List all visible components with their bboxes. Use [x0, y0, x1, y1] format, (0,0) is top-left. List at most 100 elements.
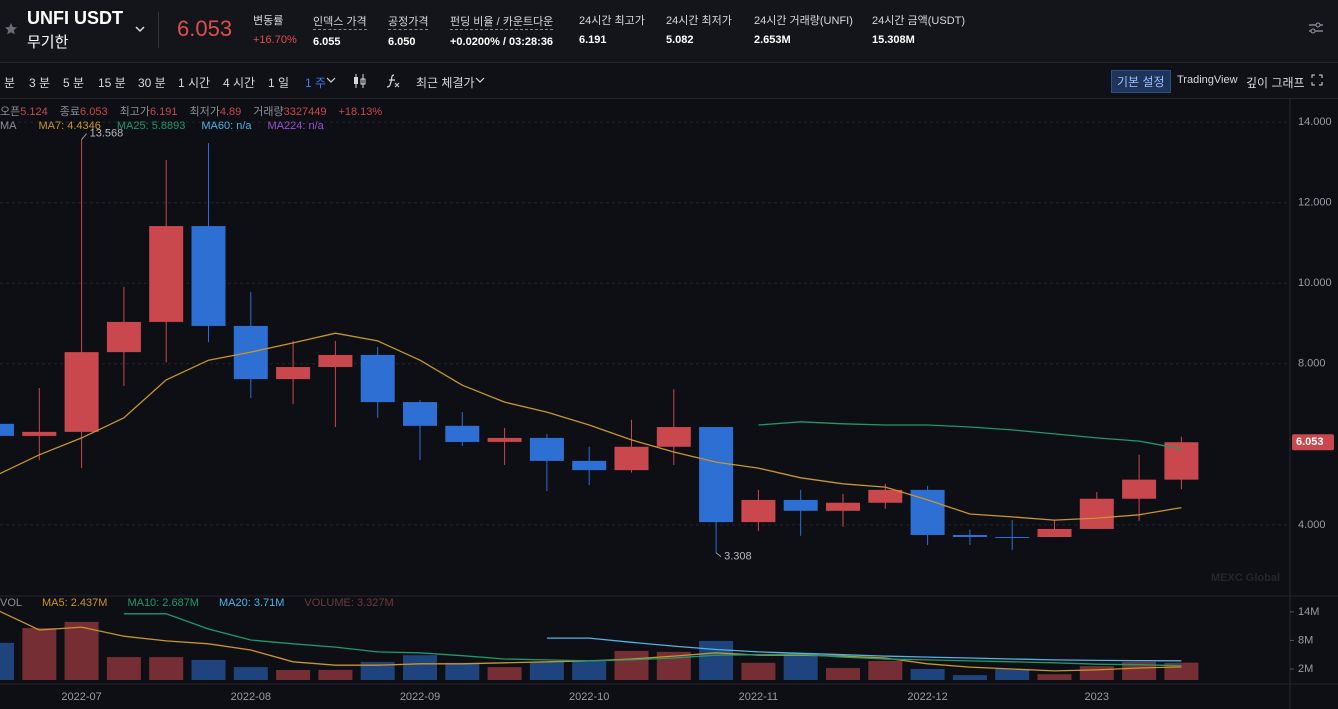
- x-tick-label: 2022-12: [907, 691, 947, 703]
- x-tick-label: 2022-10: [569, 691, 609, 703]
- volume-bar: [276, 669, 311, 680]
- interval[interactable]: 1 시간: [178, 76, 211, 90]
- interval[interactable]: 5 분: [63, 76, 85, 90]
- candle-body: [445, 425, 480, 442]
- interval[interactable]: 분: [4, 76, 16, 90]
- candle-body: [952, 534, 987, 538]
- volume-bar: [318, 669, 353, 680]
- volume-tick-label: 14M: [1298, 606, 1319, 618]
- stat: 변동률 +16.70%: [253, 12, 297, 46]
- indicator-icon[interactable]: [385, 73, 401, 89]
- volume-bar: [741, 662, 776, 680]
- view-button[interactable]: 기본 설정: [1111, 70, 1171, 93]
- low-annotation: 3.308: [724, 551, 752, 563]
- toolbar: 분 3 분 5 분 15 분 30 분 1 시간 4 시간 1 일 1 주 최근…: [0, 63, 1338, 99]
- view-button[interactable]: TradingView: [1177, 74, 1238, 86]
- legend-label: 종료: [60, 106, 80, 118]
- legend-label: 거래량: [253, 105, 283, 118]
- stat-label: 변동률: [253, 15, 284, 27]
- y-tick-label: 10.000: [1298, 277, 1332, 289]
- candle-body: [106, 321, 141, 353]
- y-tick-label: 14.000: [1298, 116, 1332, 128]
- ohlc-legend: 오픈5.124 종료6.053 최고가6.191 최저가4.89 거래량3327449 +…: [0, 105, 382, 118]
- volume-bar: [826, 668, 860, 680]
- volume-bar: [868, 660, 903, 680]
- volume-bar: [22, 628, 57, 680]
- stat: 24시간 금액(USDT) 15.308M: [872, 12, 965, 46]
- candle-body: [487, 437, 522, 442]
- favorite-star[interactable]: [4, 22, 18, 36]
- x-tick-label: 2022-08: [231, 691, 271, 703]
- stat: 24시간 최저가 5.082: [666, 12, 732, 46]
- last-price: 6.053: [177, 16, 233, 41]
- symbol[interactable]: UNFI USDT: [27, 8, 123, 28]
- stat-label: 공정가격: [388, 13, 429, 30]
- interval[interactable]: 4 시간: [223, 76, 256, 90]
- stat: 공정가격 6.050: [388, 12, 429, 48]
- fullscreen-icon[interactable]: [1311, 74, 1323, 86]
- legend-label: 최고가: [120, 105, 150, 118]
- volume-bar: [487, 667, 522, 680]
- stat-label: 24시간 금액(USDT): [872, 15, 966, 27]
- volume-bar: [403, 655, 437, 680]
- interval[interactable]: 1 주: [305, 76, 327, 90]
- candle-body: [614, 446, 649, 471]
- stat-label: 펀딩 비율 / 카운트다운: [450, 13, 554, 30]
- interval[interactable]: 15 분: [98, 76, 126, 90]
- last-price-tag: [1292, 434, 1334, 451]
- legend-entry: MA20: 3.71M: [219, 597, 284, 609]
- high-annotation: 13.568: [90, 127, 124, 139]
- legend-label: 오픈: [0, 106, 20, 118]
- candle-body: [360, 354, 395, 403]
- price-source-dropdown[interactable]: [475, 76, 485, 84]
- legend-value: 4.89: [220, 106, 241, 118]
- interval[interactable]: 30 분: [138, 76, 166, 90]
- candle-body: [1079, 498, 1114, 529]
- symbol-dropdown[interactable]: [134, 24, 146, 34]
- volume-bar: [995, 668, 1030, 680]
- candle-body: [149, 226, 184, 322]
- candle-body: [276, 367, 311, 380]
- interval[interactable]: 1 일: [268, 76, 290, 90]
- volume-bar: [1122, 661, 1157, 680]
- volume-bar: [572, 659, 607, 680]
- volume-bar: [1079, 666, 1114, 680]
- legend-entry: MA25: 5.8893: [117, 120, 186, 132]
- candle-body: [572, 460, 607, 471]
- candle-body: [318, 354, 353, 368]
- candle-body: [995, 537, 1030, 539]
- y-tick-label: 8.000: [1298, 358, 1326, 370]
- candle-body: [741, 499, 776, 523]
- candle-body: [868, 489, 903, 503]
- stat-value: 5.082: [666, 34, 694, 46]
- volume-bar: [1037, 674, 1072, 680]
- chart-type-icon[interactable]: [353, 73, 367, 89]
- stat-label: 24시간 최저가: [666, 15, 732, 27]
- stat-value: 6.191: [579, 34, 607, 46]
- legend-value: 6.053: [80, 106, 108, 118]
- contract-type: 무기한: [27, 34, 69, 51]
- interval-dropdown[interactable]: [326, 76, 336, 84]
- volume-bar: [529, 661, 564, 680]
- volume-bar: [64, 621, 99, 680]
- legend-label: VOL: [0, 597, 22, 609]
- candle-body: [22, 431, 57, 436]
- stat-value: 2.653M: [754, 34, 791, 46]
- legend-value: 5.124: [20, 106, 48, 118]
- volume-bar: [699, 640, 734, 680]
- x-tick-label: 2022-07: [61, 691, 101, 703]
- legend-entry: MA5: 2.437M: [42, 597, 107, 609]
- settings-icon[interactable]: [1308, 20, 1324, 36]
- price-source[interactable]: 최근 체결가: [416, 76, 475, 90]
- candle-body: [783, 499, 818, 511]
- legend-value: 3327449: [284, 106, 327, 118]
- stat: 인덱스 가격 6.055: [313, 12, 367, 48]
- stat-label: 24시간 최고가: [579, 15, 645, 27]
- ma-legend: MA MA7: 4.4346 MA25: 5.8893 MA60: n/a MA224:…: [0, 120, 325, 132]
- ma-line: [0, 332, 1182, 521]
- divider: [158, 12, 159, 48]
- volume-bar: [0, 642, 14, 680]
- view-button[interactable]: 깊이 그래프: [1246, 76, 1305, 90]
- interval[interactable]: 3 분: [29, 76, 51, 90]
